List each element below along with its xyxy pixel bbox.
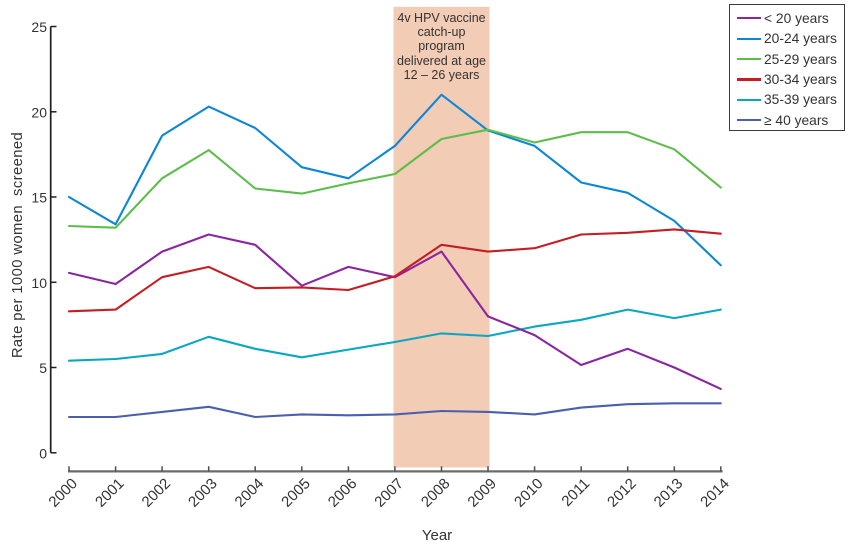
svg-text:2007: 2007 (371, 475, 407, 511)
svg-text:25: 25 (31, 19, 47, 35)
svg-text:5: 5 (39, 360, 47, 376)
svg-text:2009: 2009 (464, 475, 500, 511)
svg-text:2002: 2002 (139, 475, 175, 511)
svg-text:15: 15 (31, 190, 47, 206)
svg-text:2000: 2000 (45, 475, 81, 511)
svg-text:2011: 2011 (558, 475, 593, 510)
svg-text:2013: 2013 (651, 475, 687, 511)
svg-text:2008: 2008 (418, 475, 454, 511)
svg-text:2006: 2006 (325, 475, 361, 511)
svg-text:2004: 2004 (232, 475, 268, 511)
svg-text:0: 0 (39, 445, 47, 461)
svg-text:2012: 2012 (604, 475, 640, 511)
svg-text:2003: 2003 (185, 475, 221, 511)
svg-text:2005: 2005 (278, 475, 314, 511)
svg-text:2001: 2001 (92, 475, 128, 511)
svg-text:20: 20 (31, 104, 47, 120)
svg-text:10: 10 (31, 275, 47, 291)
svg-text:2014: 2014 (697, 475, 733, 511)
svg-text:2010: 2010 (511, 475, 547, 511)
